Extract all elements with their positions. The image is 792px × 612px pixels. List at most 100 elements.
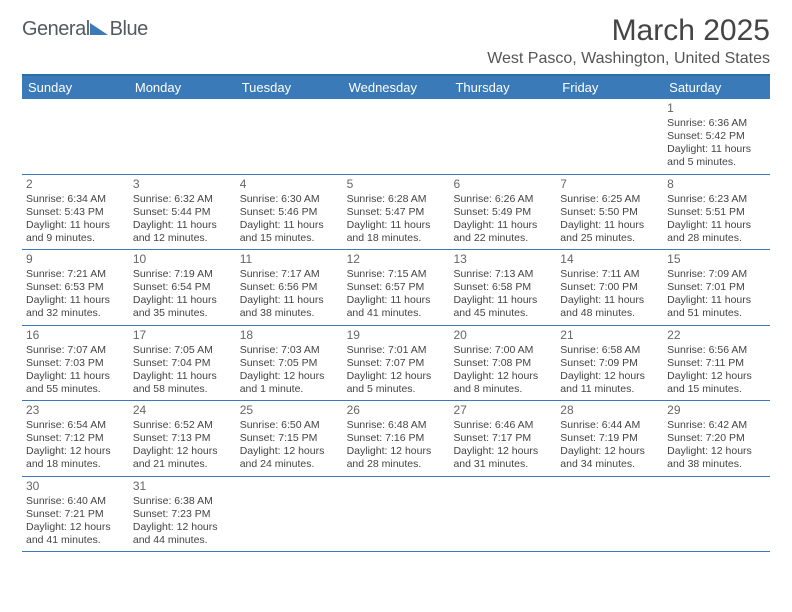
sunset-text: Sunset: 5:49 PM <box>453 206 552 219</box>
sunrise-text: Sunrise: 6:38 AM <box>133 495 232 508</box>
day-cell: 20Sunrise: 7:00 AMSunset: 7:08 PMDayligh… <box>449 326 556 401</box>
sunrise-text: Sunrise: 6:44 AM <box>560 419 659 432</box>
sunrise-text: Sunrise: 7:11 AM <box>560 268 659 281</box>
sunset-text: Sunset: 7:01 PM <box>667 281 766 294</box>
sunrise-text: Sunrise: 6:56 AM <box>667 344 766 357</box>
daylight-text: Daylight: 12 hours and 31 minutes. <box>453 445 552 471</box>
sunset-text: Sunset: 7:03 PM <box>26 357 125 370</box>
day-number: 2 <box>26 177 125 192</box>
daylight-text: Daylight: 12 hours and 44 minutes. <box>133 521 232 547</box>
sunrise-text: Sunrise: 6:30 AM <box>240 193 339 206</box>
day-number: 21 <box>560 328 659 343</box>
daylight-text: Daylight: 11 hours and 41 minutes. <box>347 294 446 320</box>
sunset-text: Sunset: 7:16 PM <box>347 432 446 445</box>
daylight-text: Daylight: 11 hours and 32 minutes. <box>26 294 125 320</box>
sunrise-text: Sunrise: 6:58 AM <box>560 344 659 357</box>
daylight-text: Daylight: 12 hours and 1 minute. <box>240 370 339 396</box>
sunrise-text: Sunrise: 7:13 AM <box>453 268 552 281</box>
sunset-text: Sunset: 7:11 PM <box>667 357 766 370</box>
day-cell: 7Sunrise: 6:25 AMSunset: 5:50 PMDaylight… <box>556 175 663 250</box>
sunrise-text: Sunrise: 6:25 AM <box>560 193 659 206</box>
daylight-text: Daylight: 12 hours and 15 minutes. <box>667 370 766 396</box>
sunset-text: Sunset: 6:54 PM <box>133 281 232 294</box>
day-header: Thursday <box>449 76 556 99</box>
week-row: 1Sunrise: 6:36 AMSunset: 5:42 PMDaylight… <box>22 99 770 175</box>
daylight-text: Daylight: 11 hours and 45 minutes. <box>453 294 552 320</box>
sunset-text: Sunset: 7:09 PM <box>560 357 659 370</box>
daylight-text: Daylight: 12 hours and 34 minutes. <box>560 445 659 471</box>
header: General Blue March 2025 West Pasco, Wash… <box>22 14 770 68</box>
sunset-text: Sunset: 7:15 PM <box>240 432 339 445</box>
day-number: 1 <box>667 101 766 116</box>
daylight-text: Daylight: 12 hours and 21 minutes. <box>133 445 232 471</box>
daylight-text: Daylight: 12 hours and 24 minutes. <box>240 445 339 471</box>
sunrise-text: Sunrise: 6:28 AM <box>347 193 446 206</box>
day-cell: 3Sunrise: 6:32 AMSunset: 5:44 PMDaylight… <box>129 175 236 250</box>
day-number: 9 <box>26 252 125 267</box>
day-number: 24 <box>133 403 232 418</box>
week-row: 2Sunrise: 6:34 AMSunset: 5:43 PMDaylight… <box>22 175 770 251</box>
empty-cell <box>22 99 129 174</box>
sunset-text: Sunset: 7:05 PM <box>240 357 339 370</box>
month-title: March 2025 <box>487 14 770 48</box>
daylight-text: Daylight: 11 hours and 18 minutes. <box>347 219 446 245</box>
day-number: 30 <box>26 479 125 494</box>
day-cell: 26Sunrise: 6:48 AMSunset: 7:16 PMDayligh… <box>343 401 450 476</box>
week-row: 23Sunrise: 6:54 AMSunset: 7:12 PMDayligh… <box>22 401 770 477</box>
sunrise-text: Sunrise: 6:36 AM <box>667 117 766 130</box>
sunrise-text: Sunrise: 7:03 AM <box>240 344 339 357</box>
day-cell: 24Sunrise: 6:52 AMSunset: 7:13 PMDayligh… <box>129 401 236 476</box>
day-cell: 27Sunrise: 6:46 AMSunset: 7:17 PMDayligh… <box>449 401 556 476</box>
day-cell: 17Sunrise: 7:05 AMSunset: 7:04 PMDayligh… <box>129 326 236 401</box>
sunrise-text: Sunrise: 7:09 AM <box>667 268 766 281</box>
day-cell: 4Sunrise: 6:30 AMSunset: 5:46 PMDaylight… <box>236 175 343 250</box>
sunset-text: Sunset: 7:08 PM <box>453 357 552 370</box>
sunset-text: Sunset: 5:47 PM <box>347 206 446 219</box>
daylight-text: Daylight: 11 hours and 28 minutes. <box>667 219 766 245</box>
sunrise-text: Sunrise: 7:00 AM <box>453 344 552 357</box>
daylight-text: Daylight: 12 hours and 38 minutes. <box>667 445 766 471</box>
daylight-text: Daylight: 11 hours and 58 minutes. <box>133 370 232 396</box>
day-cell: 29Sunrise: 6:42 AMSunset: 7:20 PMDayligh… <box>663 401 770 476</box>
logo-text-gray: General <box>22 18 90 41</box>
sunset-text: Sunset: 7:17 PM <box>453 432 552 445</box>
daylight-text: Daylight: 11 hours and 15 minutes. <box>240 219 339 245</box>
day-number: 28 <box>560 403 659 418</box>
daylight-text: Daylight: 11 hours and 51 minutes. <box>667 294 766 320</box>
daylight-text: Daylight: 12 hours and 8 minutes. <box>453 370 552 396</box>
sunrise-text: Sunrise: 6:26 AM <box>453 193 552 206</box>
day-number: 18 <box>240 328 339 343</box>
sunrise-text: Sunrise: 6:23 AM <box>667 193 766 206</box>
sunset-text: Sunset: 7:07 PM <box>347 357 446 370</box>
sunrise-text: Sunrise: 6:46 AM <box>453 419 552 432</box>
day-cell: 28Sunrise: 6:44 AMSunset: 7:19 PMDayligh… <box>556 401 663 476</box>
sunset-text: Sunset: 7:04 PM <box>133 357 232 370</box>
day-cell: 19Sunrise: 7:01 AMSunset: 7:07 PMDayligh… <box>343 326 450 401</box>
sunrise-text: Sunrise: 7:15 AM <box>347 268 446 281</box>
day-cell: 23Sunrise: 6:54 AMSunset: 7:12 PMDayligh… <box>22 401 129 476</box>
day-cell: 30Sunrise: 6:40 AMSunset: 7:21 PMDayligh… <box>22 477 129 552</box>
sunrise-text: Sunrise: 7:07 AM <box>26 344 125 357</box>
day-cell: 9Sunrise: 7:21 AMSunset: 6:53 PMDaylight… <box>22 250 129 325</box>
sunset-text: Sunset: 5:46 PM <box>240 206 339 219</box>
empty-cell <box>129 99 236 174</box>
sunrise-text: Sunrise: 6:40 AM <box>26 495 125 508</box>
day-header: Saturday <box>663 76 770 99</box>
sunrise-text: Sunrise: 6:52 AM <box>133 419 232 432</box>
sunset-text: Sunset: 5:44 PM <box>133 206 232 219</box>
logo-text-blue: Blue <box>110 18 148 41</box>
day-number: 10 <box>133 252 232 267</box>
sunrise-text: Sunrise: 6:42 AM <box>667 419 766 432</box>
sunrise-text: Sunrise: 7:19 AM <box>133 268 232 281</box>
sunrise-text: Sunrise: 6:34 AM <box>26 193 125 206</box>
weeks-container: 1Sunrise: 6:36 AMSunset: 5:42 PMDaylight… <box>22 99 770 552</box>
sunset-text: Sunset: 5:51 PM <box>667 206 766 219</box>
daylight-text: Daylight: 12 hours and 11 minutes. <box>560 370 659 396</box>
daylight-text: Daylight: 11 hours and 5 minutes. <box>667 143 766 169</box>
day-number: 20 <box>453 328 552 343</box>
day-cell: 13Sunrise: 7:13 AMSunset: 6:58 PMDayligh… <box>449 250 556 325</box>
empty-cell <box>449 477 556 552</box>
day-number: 23 <box>26 403 125 418</box>
daylight-text: Daylight: 11 hours and 9 minutes. <box>26 219 125 245</box>
day-number: 5 <box>347 177 446 192</box>
